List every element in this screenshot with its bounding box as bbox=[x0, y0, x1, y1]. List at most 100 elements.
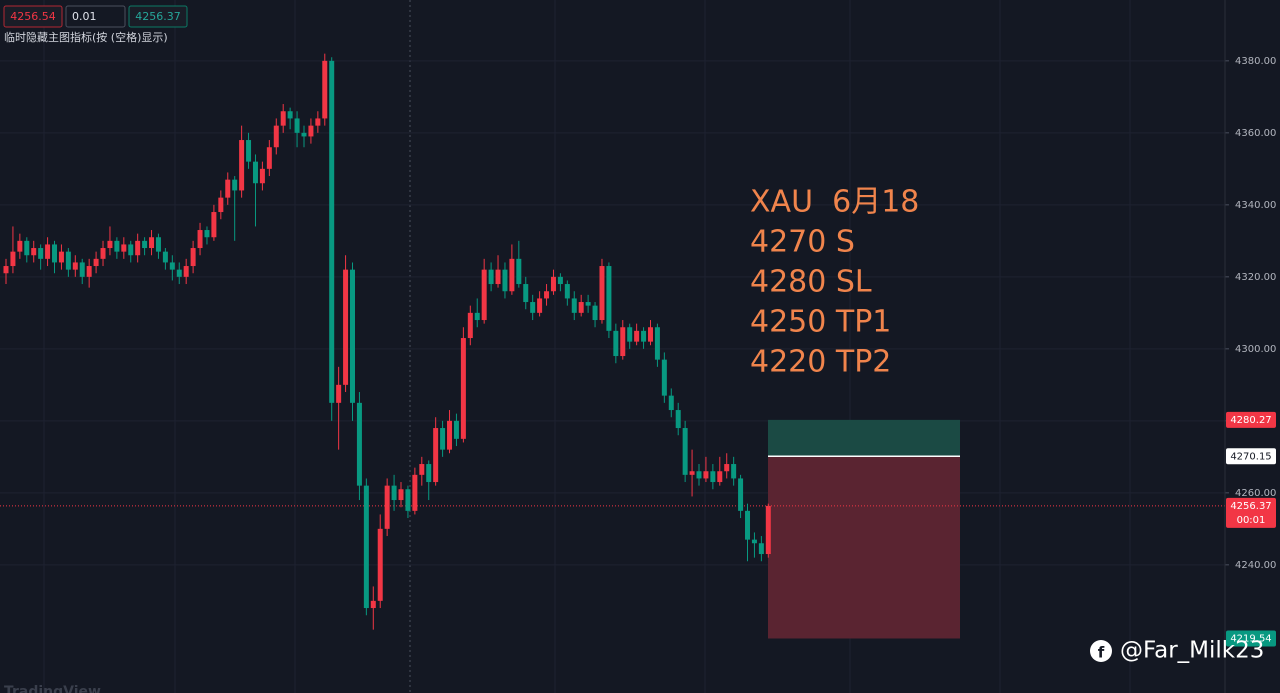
bid-box[interactable] bbox=[3, 5, 63, 28]
candle-body bbox=[329, 60, 335, 403]
candle-body bbox=[155, 237, 161, 252]
candle-body bbox=[530, 302, 536, 313]
toolbar: 4256.54 0.01 4256.37 临时隐藏主图指标(按 (空格)显示) bbox=[3, 5, 188, 44]
candle-body bbox=[571, 298, 577, 313]
candle-body bbox=[537, 298, 543, 313]
y-tick-label: 4340.00 bbox=[1235, 200, 1276, 211]
candle-body bbox=[495, 269, 501, 285]
candle-body bbox=[523, 284, 529, 303]
candle-body bbox=[509, 258, 515, 292]
candle-body bbox=[634, 330, 640, 342]
candle-body bbox=[758, 543, 764, 555]
candle-body bbox=[544, 291, 550, 299]
lot-box[interactable] bbox=[65, 5, 126, 28]
candle-body bbox=[363, 485, 369, 609]
horizontal-grid bbox=[0, 60, 1225, 566]
candle-body bbox=[65, 251, 71, 270]
candle-body bbox=[121, 244, 127, 252]
candle-body bbox=[356, 402, 362, 486]
candle-body bbox=[682, 428, 688, 475]
candle-body bbox=[252, 161, 258, 184]
position-tool bbox=[0, 419, 1225, 639]
candle-body bbox=[100, 248, 106, 259]
candle-body bbox=[176, 269, 182, 277]
candle-body bbox=[169, 262, 175, 270]
candle-body bbox=[322, 60, 328, 119]
annotation: 4220 TP2 bbox=[750, 345, 891, 380]
candle-body bbox=[647, 327, 653, 342]
candle-body bbox=[391, 485, 397, 501]
y-tick-label: 4380.00 bbox=[1235, 56, 1276, 67]
candle-body bbox=[183, 266, 189, 277]
candle-body bbox=[384, 485, 390, 529]
price-badge bbox=[1226, 448, 1276, 465]
candle-body bbox=[142, 240, 148, 249]
price-badge-label: 4280.27 bbox=[1230, 415, 1271, 426]
annotation: 4280 SL bbox=[750, 265, 872, 300]
candle-body bbox=[426, 464, 432, 483]
candle-body bbox=[703, 471, 709, 479]
annotation: XAU 6月18 bbox=[750, 185, 919, 220]
candle-body bbox=[197, 230, 203, 249]
candle-body bbox=[460, 338, 466, 439]
price-badge-label: 4270.15 bbox=[1230, 451, 1271, 462]
stop-zone bbox=[768, 419, 960, 457]
candle-body bbox=[467, 312, 473, 339]
candle-body bbox=[162, 251, 168, 263]
candle-body bbox=[287, 111, 293, 119]
y-tick-label: 4240.00 bbox=[1235, 560, 1276, 571]
candle-body bbox=[17, 240, 23, 252]
candle-body bbox=[86, 266, 92, 277]
candle-body bbox=[627, 327, 633, 342]
ask-box[interactable] bbox=[128, 5, 188, 28]
hint: 临时隐藏主图指标(按 (空格)显示) bbox=[4, 30, 168, 44]
candle-body bbox=[3, 266, 9, 274]
candle-body bbox=[398, 489, 404, 501]
candle-body bbox=[557, 276, 563, 285]
candle-body bbox=[564, 284, 570, 299]
candle-body bbox=[218, 197, 224, 213]
candle-body bbox=[135, 240, 141, 256]
candle-body bbox=[31, 248, 37, 256]
countdown: 00:01 bbox=[1237, 515, 1266, 526]
y-tick-label: 4360.00 bbox=[1235, 128, 1276, 139]
annotations: XAU 6月18 4270 S 4280 SL 4250 TP1 4220 TP2 bbox=[750, 185, 919, 380]
y-tick-label: 4320.00 bbox=[1235, 272, 1276, 283]
candle-body bbox=[751, 539, 757, 544]
candle-body bbox=[578, 302, 584, 313]
ask: 4256.37 bbox=[135, 10, 181, 23]
candle-body bbox=[266, 147, 272, 169]
candle-body bbox=[52, 244, 58, 263]
candle-body bbox=[419, 464, 425, 475]
candle-body bbox=[453, 420, 459, 439]
candle-body bbox=[502, 269, 508, 292]
candle-body bbox=[149, 237, 155, 249]
price-badge-label: 4256.37 bbox=[1230, 501, 1271, 512]
candle-body bbox=[280, 111, 286, 126]
price-badge-label: 4219.54 bbox=[1230, 633, 1271, 644]
candle-body bbox=[661, 359, 667, 396]
candle-body bbox=[301, 132, 307, 137]
candle-body bbox=[58, 251, 64, 263]
candle-body bbox=[45, 244, 51, 259]
candle-body bbox=[606, 266, 612, 331]
candle-body bbox=[350, 269, 355, 403]
candle-body bbox=[516, 258, 522, 285]
price-badge bbox=[1226, 411, 1276, 428]
candle-body bbox=[481, 269, 487, 321]
candle-body bbox=[315, 118, 321, 126]
candle-body bbox=[239, 140, 245, 191]
candle-body bbox=[710, 471, 716, 483]
candle-body bbox=[79, 262, 85, 277]
candle-body bbox=[405, 489, 411, 511]
candle-body bbox=[717, 471, 723, 483]
candle-body bbox=[190, 248, 196, 267]
candle-body bbox=[689, 471, 695, 475]
candle-body bbox=[613, 330, 619, 357]
candle-body bbox=[724, 464, 730, 472]
candle-body bbox=[377, 528, 383, 601]
candle-body bbox=[107, 240, 113, 249]
candle-body bbox=[440, 428, 446, 450]
candle-body bbox=[273, 125, 279, 148]
